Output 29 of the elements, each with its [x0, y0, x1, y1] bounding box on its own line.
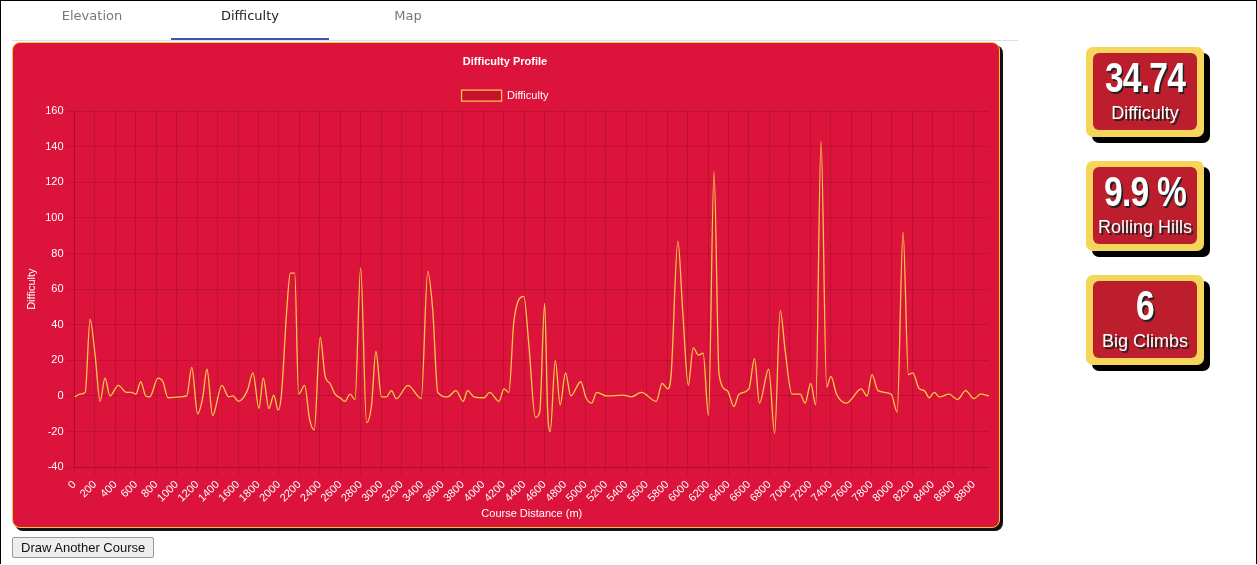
text: 9.9 % — [1103, 168, 1187, 215]
y-tick-label: 100 — [45, 211, 64, 224]
y-tick-label: 140 — [45, 139, 64, 152]
y-tick-label: -40 — [47, 460, 64, 473]
text: Draw Another Course — [12, 537, 155, 558]
x-tick-label: 200 — [77, 477, 99, 500]
text: Big Climbs — [1101, 330, 1189, 353]
y-tick-label: 160 — [45, 104, 64, 117]
text: Difficulty — [1110, 102, 1180, 125]
y-tick-label: -20 — [47, 424, 64, 437]
text: Map — [393, 8, 423, 23]
x-tick-label: 600 — [117, 477, 140, 500]
x-axis-title: Course Distance (m) — [481, 507, 583, 520]
y-tick-label: 40 — [51, 317, 64, 330]
y-tick-label: 80 — [51, 246, 64, 259]
text: Elevation — [60, 8, 124, 23]
x-tick-label: 0 — [65, 477, 79, 491]
text: Rolling Hills — [1097, 216, 1193, 239]
legend-label: Difficulty — [507, 88, 549, 101]
y-tick-label: 20 — [51, 353, 64, 366]
text: 34.74 — [1103, 54, 1187, 101]
text: Difficulty — [220, 8, 280, 23]
y-tick-label: 0 — [57, 389, 64, 401]
y-tick-label: 120 — [45, 175, 64, 188]
y-axis-title: Difficulty — [24, 268, 37, 310]
x-tick-label: 400 — [97, 477, 119, 500]
text: 6 — [1135, 282, 1155, 329]
y-tick-label: 60 — [51, 282, 64, 295]
chart-title: Difficulty Profile — [462, 54, 548, 67]
